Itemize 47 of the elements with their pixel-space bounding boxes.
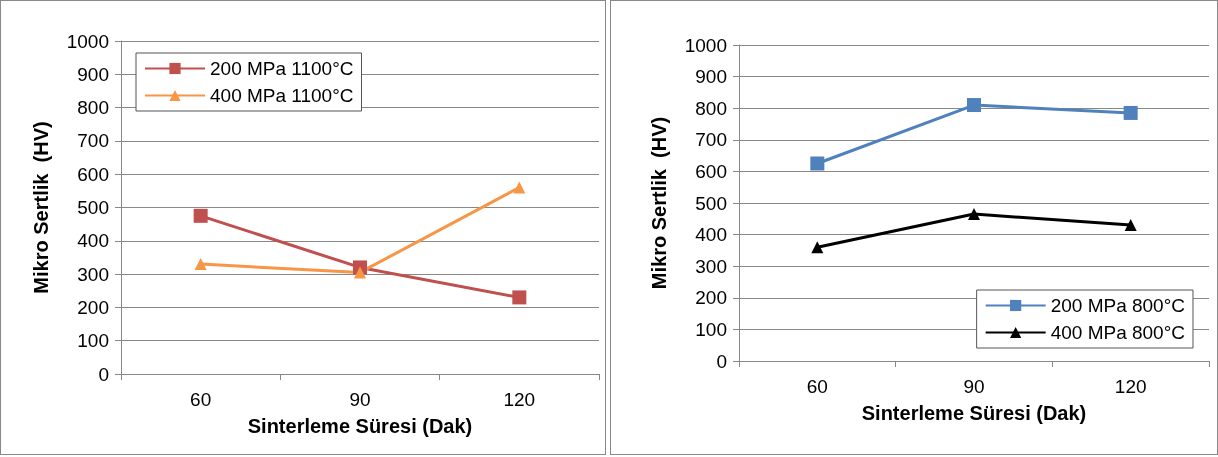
legend-label: 200 MPa 800°C <box>1050 295 1186 316</box>
x-tick-label: 120 <box>1114 376 1147 397</box>
x-tick-label: 90 <box>963 376 985 397</box>
legend-label: 400 MPa 800°C <box>1050 322 1186 343</box>
point <box>194 258 207 271</box>
y-tick-label: 200 <box>77 296 109 318</box>
x-tick-label: 60 <box>190 389 212 410</box>
point <box>512 290 527 305</box>
y-axis-title: Mikro Sertlik (HV) <box>648 116 670 290</box>
y-tick-label: 200 <box>695 287 727 309</box>
legend-label: 200 MPa 1100°C <box>210 58 354 79</box>
point <box>811 241 824 254</box>
y-tick-label: 500 <box>77 197 109 218</box>
point <box>967 98 981 113</box>
point <box>968 208 980 221</box>
y-axis-title: Mikro Sertlik (HV) <box>30 121 52 294</box>
point <box>354 266 366 279</box>
y-tick-label: 1000 <box>684 34 727 56</box>
legend-label: 400 MPa 1100°C <box>210 85 354 106</box>
point <box>193 208 208 223</box>
point <box>1123 105 1138 120</box>
y-tick-label: 900 <box>77 63 109 85</box>
y-tick-label: 900 <box>695 66 727 88</box>
x-tick-label: 90 <box>349 389 371 410</box>
x-axis-title: Sinterleme Süresi (Dak) <box>247 415 473 437</box>
y-tick-label: 700 <box>695 129 727 151</box>
x-tick-label: 60 <box>806 376 828 397</box>
y-tick-label: 300 <box>77 263 109 285</box>
y-tick-label: 0 <box>98 363 109 385</box>
y-tick-label: 700 <box>77 130 109 152</box>
point <box>513 181 526 194</box>
point <box>810 156 825 171</box>
y-tick-label: 400 <box>77 230 109 252</box>
y-tick-label: 600 <box>77 163 109 185</box>
y-tick-label: 500 <box>695 192 727 214</box>
y-tick-label: 100 <box>77 330 109 352</box>
y-tick-label: 800 <box>77 97 109 119</box>
y-tick-label: 400 <box>695 224 727 246</box>
y-tick-label: 600 <box>695 160 727 182</box>
y-tick-label: 800 <box>695 97 727 119</box>
y-tick-label: 0 <box>716 350 727 372</box>
y-tick-label: 100 <box>695 318 727 340</box>
y-tick-label: 300 <box>695 255 727 277</box>
x-tick-label: 120 <box>503 389 536 410</box>
y-tick-label: 1000 <box>66 30 109 52</box>
x-axis-title: Sinterleme Süresi (Dak) <box>861 402 1087 424</box>
point <box>1124 219 1137 232</box>
